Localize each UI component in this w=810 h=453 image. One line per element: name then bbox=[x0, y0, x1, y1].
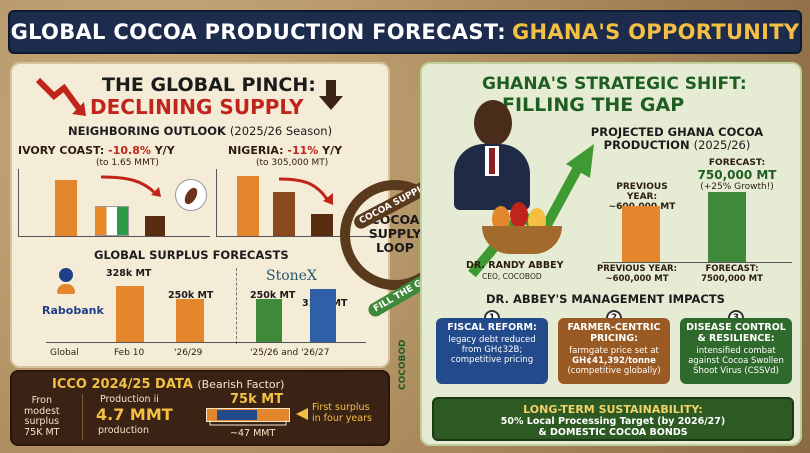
icco-bar-top: 75k MT bbox=[230, 392, 284, 407]
sustain-line1: 50% Local Processing Target (by 2026/27) bbox=[500, 416, 726, 427]
icco-title: ICCO 2024/25 DATA (Bearish Factor) bbox=[52, 377, 285, 392]
ceo-title: CEO, COCOBOD bbox=[482, 272, 542, 281]
ghana-subtitle: FILLING THE GAP bbox=[502, 94, 685, 116]
sustain-heading: LONG-TERM SUSTAINABILITY: bbox=[523, 403, 703, 416]
nigeria-sub: (to 305,000 MT) bbox=[256, 158, 329, 168]
nigeria-label: NIGERIA: -11% Y/Y bbox=[228, 144, 343, 157]
icco-bracket-icon bbox=[209, 420, 287, 426]
x-label-2526: '25/26 and '26/27 bbox=[250, 348, 330, 358]
neighbor-heading: NEIGHBORING OUTLOOK (2025/26 Season) bbox=[68, 124, 333, 138]
title-yellow: GHANA'S OPPORTUNITY bbox=[511, 20, 800, 44]
icco-first-surplus: First surplus in four years bbox=[312, 402, 372, 424]
icco-prod-sub: production bbox=[98, 425, 150, 436]
ghana-panel: GHANA'S STRATEGIC SHIFT: FILLING THE GAP… bbox=[420, 62, 802, 446]
stonex-name: StoneX bbox=[266, 268, 317, 284]
x-label-feb: Feb 10 bbox=[114, 348, 145, 358]
surplus-bar-label-2: 250k MT bbox=[250, 290, 296, 301]
ivory-chart bbox=[18, 169, 210, 237]
icco-bar-bottom: ~47 MMT bbox=[230, 428, 276, 439]
nigeria-bar-new bbox=[311, 214, 333, 236]
down-arrow-icon bbox=[319, 80, 343, 110]
ghana-bar-previous bbox=[622, 206, 660, 262]
surplus-bar-0 bbox=[116, 286, 144, 342]
ivory-decline-arrow-icon bbox=[100, 175, 161, 197]
ivory-bar-prev bbox=[55, 180, 77, 236]
forecast-label-top: FORECAST: 750,000 MT (+25% Growth!) bbox=[697, 158, 777, 192]
icco-prod-value: 4.7 MMT bbox=[96, 405, 173, 424]
nigeria-bar-mid bbox=[273, 192, 295, 236]
x-label-global: Global bbox=[50, 348, 79, 358]
nigeria-chart bbox=[216, 169, 380, 237]
cocoa-basket-icon bbox=[482, 202, 562, 254]
pinch-title: THE GLOBAL PINCH: bbox=[102, 74, 316, 96]
ceo-portrait bbox=[452, 100, 532, 210]
projected-heading: PROJECTED GHANA COCOA PRODUCTION (2025/2… bbox=[590, 125, 764, 152]
impact-fiscal: FISCAL REFORM: legacy debt reduced from … bbox=[436, 318, 548, 384]
icco-left-text: Fron modest surplus 75K MT bbox=[24, 395, 60, 438]
global-pinch-panel: THE GLOBAL PINCH: DECLINING SUPPLY NEIGH… bbox=[10, 62, 390, 368]
rabobank-name: Rabobank bbox=[42, 304, 104, 317]
surplus-bar-1 bbox=[176, 299, 204, 342]
cocobod-vertical: COCOBOD bbox=[398, 339, 408, 391]
forecast-label-bottom: FORECAST: 7500,000 MT bbox=[701, 264, 763, 284]
surplus-bar-label-1: 250k MT bbox=[168, 290, 214, 301]
ghana-bar-forecast bbox=[708, 192, 746, 262]
supply-loop-label: COCOA SUPPLY LOOP bbox=[368, 212, 422, 255]
surplus-bar-2 bbox=[256, 299, 282, 342]
arrow-left-icon bbox=[296, 408, 308, 420]
pinch-subtitle: DECLINING SUPPLY bbox=[90, 95, 304, 119]
nigeria-decline-arrow-icon bbox=[278, 177, 333, 205]
surplus-bar-label-0: 328k MT bbox=[106, 268, 152, 279]
icco-prod-label: Production ii bbox=[100, 394, 159, 405]
ivory-coast-flag bbox=[95, 206, 129, 236]
impact-disease: DISEASE CONTROL & RESILIENCE: intensifie… bbox=[680, 318, 792, 384]
rabobank-logo-icon bbox=[56, 268, 76, 296]
sustainability-box: LONG-TERM SUSTAINABILITY: 50% Local Proc… bbox=[432, 397, 794, 441]
ghana-axis bbox=[602, 262, 792, 263]
surplus-bar-3 bbox=[310, 289, 336, 342]
decline-arrow-icon bbox=[35, 77, 86, 116]
nigeria-bar-prev bbox=[237, 176, 259, 236]
chart-divider bbox=[236, 268, 237, 344]
title-white: GLOBAL COCOA PRODUCTION FORECAST: bbox=[10, 20, 506, 44]
ivory-coast-label: IVORY COAST: -10.8% Y/Y bbox=[18, 144, 175, 157]
sustain-line2: & DOMESTIC COCOA BONDS bbox=[538, 427, 688, 438]
ivory-bar-new bbox=[145, 216, 165, 236]
ceo-name: DR. RANDY ABBEY bbox=[466, 260, 564, 271]
page-title: GLOBAL COCOA PRODUCTION FORECAST: GHANA'… bbox=[8, 10, 802, 54]
impact-farmer: FARMER-CENTRIC PRICING: farmgate price s… bbox=[558, 318, 670, 384]
ghana-title: GHANA'S STRATEGIC SHIFT: bbox=[482, 74, 747, 94]
ivory-coast-sub: (to 1.65 MMT) bbox=[96, 158, 159, 168]
prev-label-bottom: PREVIOUS YEAR: ~600,000 MT bbox=[596, 264, 677, 284]
surplus-heading: GLOBAL SURPLUS FORECASTS bbox=[94, 248, 289, 262]
icco-divider bbox=[82, 394, 83, 440]
mgmt-heading: DR. ABBEY'S MANAGEMENT IMPACTS bbox=[486, 292, 725, 306]
x-label-2629: '26/29 bbox=[174, 348, 203, 358]
surplus-axis bbox=[46, 342, 366, 343]
surplus-chart: 328k MT 250k MT 250k MT 312k MT bbox=[12, 268, 392, 348]
icco-bar bbox=[206, 408, 290, 422]
icco-box: ICCO 2024/25 DATA (Bearish Factor) Fron … bbox=[10, 370, 390, 446]
cocoa-pod-icon bbox=[175, 179, 207, 211]
